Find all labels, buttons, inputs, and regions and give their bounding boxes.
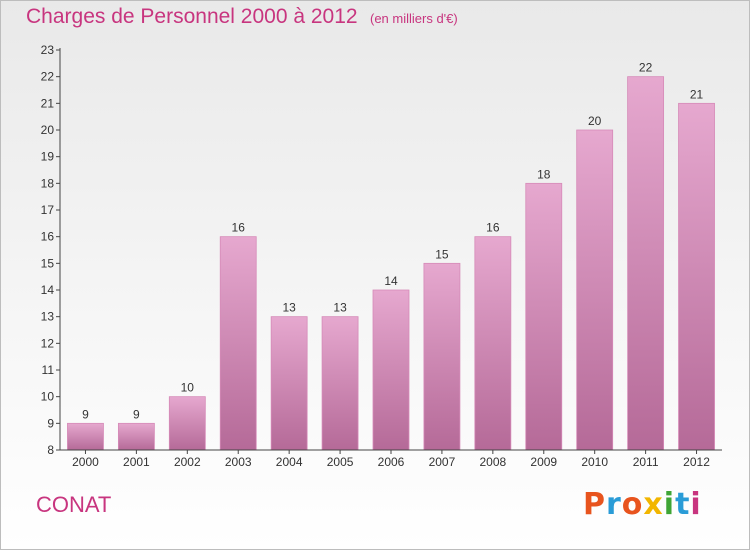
data-label-2008: 16 xyxy=(486,221,500,235)
x-tick-label: 2001 xyxy=(123,455,150,469)
chart-title: Charges de Personnel 2000 à 2012 xyxy=(26,5,358,28)
y-tick-label: 14 xyxy=(41,283,55,297)
x-axis: 2000 2001 2002 2003 2004 2005 2006 2007 2008 2009… xyxy=(60,449,722,469)
logo-letter: t xyxy=(675,487,691,522)
logo-letter: P xyxy=(583,487,606,522)
x-tick-label: 2000 xyxy=(72,455,99,469)
y-tick-label: 8 xyxy=(47,443,54,457)
y-tick-label: 9 xyxy=(47,416,54,430)
x-tick-label: 2008 xyxy=(479,455,506,469)
bar-2010 xyxy=(576,129,614,451)
data-label-2009: 18 xyxy=(537,167,551,181)
data-label-2005: 13 xyxy=(333,301,347,315)
x-tick-label: 2002 xyxy=(174,455,201,469)
bar-2000 xyxy=(67,422,104,451)
y-tick-label: 20 xyxy=(41,123,55,137)
data-label-2010: 20 xyxy=(588,114,602,128)
y-tick-label: 19 xyxy=(41,150,55,164)
x-tick-label: 2005 xyxy=(327,455,354,469)
y-tick-label: 16 xyxy=(41,230,55,244)
data-label-2011: 22 xyxy=(639,61,653,75)
data-label-2012: 21 xyxy=(690,87,704,101)
bar-2009 xyxy=(525,182,563,451)
x-tick-label: 2007 xyxy=(429,455,456,469)
x-tick-label: 2011 xyxy=(633,455,659,469)
logo-letter: o xyxy=(621,487,644,522)
chart-unit-note: (en milliers d'€) xyxy=(370,11,458,26)
town-name: CONAT xyxy=(36,492,112,517)
y-tick-label: 18 xyxy=(41,176,55,190)
bar-2001 xyxy=(117,422,155,451)
bar-2004 xyxy=(270,316,308,451)
y-tick-label: 22 xyxy=(41,70,55,84)
bar-2005 xyxy=(321,316,359,451)
data-label-2002: 10 xyxy=(181,381,195,395)
y-tick-label: 21 xyxy=(41,96,55,110)
y-tick-label: 12 xyxy=(41,336,55,350)
data-label-2007: 15 xyxy=(435,247,449,261)
x-tick-label: 2012 xyxy=(683,455,710,469)
y-tick-label: 23 xyxy=(41,43,55,57)
bar-2006 xyxy=(372,289,410,451)
x-tick-label: 2006 xyxy=(378,455,405,469)
data-label-2003: 16 xyxy=(232,221,246,235)
logo-letter: i xyxy=(690,487,702,522)
data-label-2006: 14 xyxy=(384,274,398,288)
logo-letter: x xyxy=(643,487,664,522)
y-axis: 8 9 10 11 12 13 14 15 16 17 18 19 20 21 22 23 xyxy=(41,43,61,457)
proxiti-logo[interactable]: Proxiti xyxy=(583,487,702,522)
x-tick-label: 2009 xyxy=(530,455,557,469)
logo-letter: r xyxy=(606,487,622,522)
y-tick-label: 10 xyxy=(41,390,55,404)
logo-letter: i xyxy=(663,487,676,522)
bar-2012 xyxy=(678,102,715,451)
bar-2003 xyxy=(219,236,257,451)
y-tick-label: 15 xyxy=(41,256,55,270)
bar-2002 xyxy=(168,396,206,451)
y-tick-label: 11 xyxy=(42,363,55,377)
y-tick-label: 13 xyxy=(41,310,55,324)
x-tick-label: 2004 xyxy=(276,455,303,469)
data-label-2004: 13 xyxy=(282,301,296,315)
data-label-2000: 9 xyxy=(82,407,89,421)
bar-2011 xyxy=(627,76,665,451)
data-label-2001: 9 xyxy=(133,407,140,421)
bar-2008 xyxy=(474,236,512,451)
x-tick-label: 2003 xyxy=(225,455,252,469)
bars: 9 9 10 16 13 13 14 15 16 18 20 22 21 xyxy=(67,61,715,451)
y-tick-label: 17 xyxy=(41,203,55,217)
bar-2007 xyxy=(423,262,461,451)
x-tick-label: 2010 xyxy=(581,455,608,469)
